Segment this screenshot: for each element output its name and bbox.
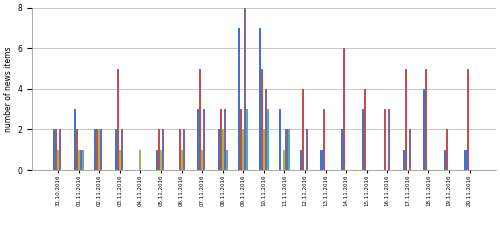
- Bar: [238, 28, 240, 170]
- Bar: [265, 89, 267, 170]
- Bar: [364, 89, 366, 170]
- Bar: [322, 109, 324, 170]
- Bar: [100, 130, 102, 170]
- Bar: [98, 130, 100, 170]
- Bar: [140, 150, 141, 170]
- Bar: [280, 109, 281, 170]
- Bar: [409, 130, 411, 170]
- Bar: [384, 109, 386, 170]
- Bar: [426, 68, 428, 170]
- Bar: [464, 150, 466, 170]
- Bar: [78, 150, 80, 170]
- Bar: [160, 150, 162, 170]
- Bar: [199, 68, 201, 170]
- Bar: [306, 130, 308, 170]
- Bar: [180, 150, 182, 170]
- Bar: [388, 109, 390, 170]
- Bar: [218, 130, 220, 170]
- Bar: [224, 109, 226, 170]
- Bar: [201, 150, 203, 170]
- Bar: [258, 28, 261, 170]
- Bar: [76, 130, 78, 170]
- Bar: [446, 130, 448, 170]
- Bar: [156, 150, 158, 170]
- Bar: [267, 109, 269, 170]
- Bar: [300, 150, 302, 170]
- Y-axis label: number of news items: number of news items: [4, 46, 13, 132]
- Bar: [246, 109, 248, 170]
- Bar: [226, 150, 228, 170]
- Bar: [288, 130, 290, 170]
- Bar: [343, 48, 345, 170]
- Bar: [94, 130, 96, 170]
- Bar: [444, 150, 446, 170]
- Bar: [220, 109, 222, 170]
- Bar: [284, 150, 286, 170]
- Bar: [286, 130, 288, 170]
- Bar: [402, 150, 405, 170]
- Bar: [466, 68, 468, 170]
- Bar: [119, 150, 121, 170]
- Bar: [117, 68, 119, 170]
- Bar: [57, 150, 59, 170]
- Bar: [178, 130, 180, 170]
- Bar: [114, 130, 117, 170]
- Bar: [80, 150, 82, 170]
- Bar: [74, 109, 76, 170]
- Bar: [59, 130, 61, 170]
- Bar: [242, 130, 244, 170]
- Bar: [261, 68, 263, 170]
- Bar: [362, 109, 364, 170]
- Bar: [405, 68, 407, 170]
- Bar: [182, 130, 184, 170]
- Bar: [121, 130, 123, 170]
- Bar: [341, 130, 343, 170]
- Bar: [240, 109, 242, 170]
- Bar: [82, 150, 84, 170]
- Bar: [96, 130, 98, 170]
- Bar: [55, 130, 57, 170]
- Bar: [53, 130, 55, 170]
- Bar: [203, 109, 205, 170]
- Bar: [424, 89, 426, 170]
- Bar: [162, 130, 164, 170]
- Bar: [320, 150, 322, 170]
- Bar: [302, 89, 304, 170]
- Bar: [197, 109, 199, 170]
- Bar: [158, 130, 160, 170]
- Bar: [263, 130, 265, 170]
- Bar: [244, 8, 246, 170]
- Bar: [222, 130, 224, 170]
